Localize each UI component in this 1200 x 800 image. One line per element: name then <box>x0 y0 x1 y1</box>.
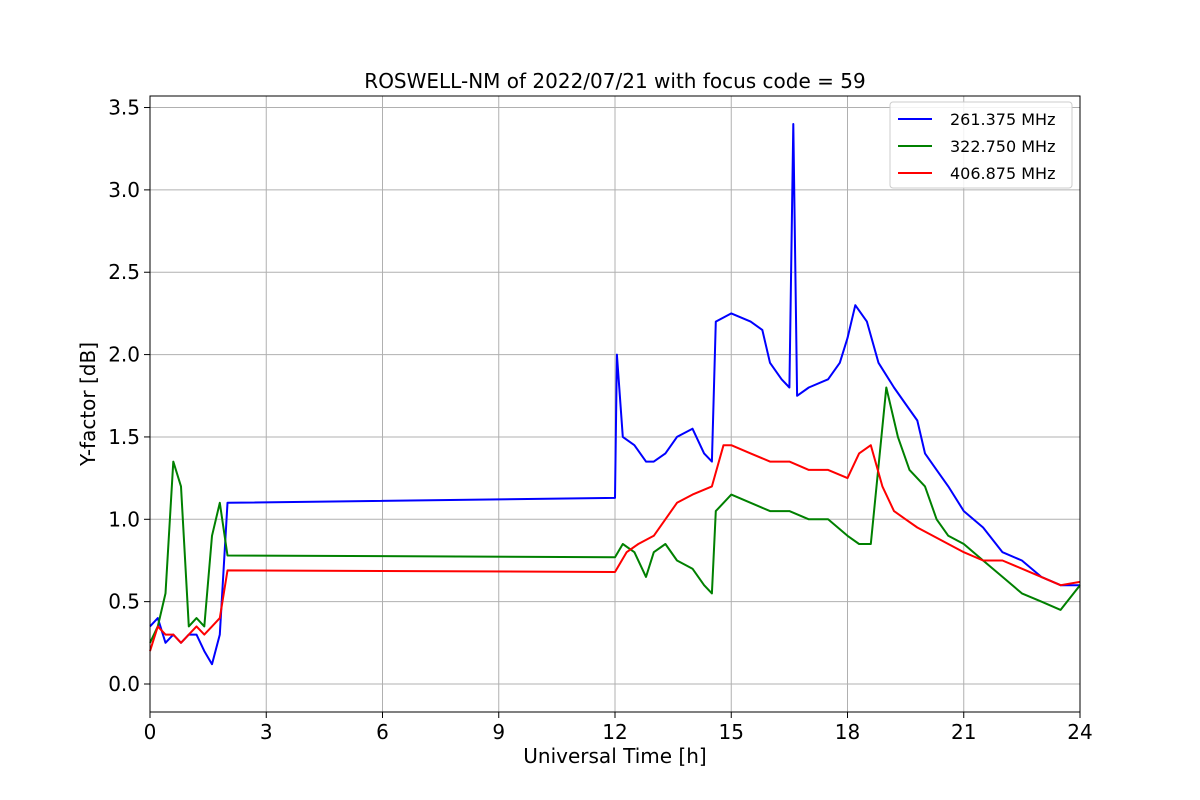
x-tick-label: 9 <box>492 720 505 744</box>
x-tick-label: 0 <box>144 720 157 744</box>
y-tick-label: 1.5 <box>108 425 140 449</box>
x-tick-label: 12 <box>602 720 627 744</box>
chart-title: ROSWELL-NM of 2022/07/21 with focus code… <box>364 69 865 93</box>
y-tick-label: 0.5 <box>108 590 140 614</box>
y-tick-label: 1.0 <box>108 507 140 531</box>
plot-lines <box>149 123 1081 666</box>
x-tick-label: 24 <box>1067 720 1092 744</box>
x-tick-label: 3 <box>260 720 273 744</box>
x-tick-label: 15 <box>719 720 744 744</box>
legend-label: 406.875 MHz <box>950 164 1055 183</box>
legend-label: 261.375 MHz <box>950 110 1055 129</box>
x-axis-label: Universal Time [h] <box>523 744 706 768</box>
y-tick-label: 2.5 <box>108 260 140 284</box>
series-line-3 <box>149 444 1081 652</box>
legend-label: 322.750 MHz <box>950 137 1055 156</box>
series-line-2 <box>149 386 1081 644</box>
y-axis-label: Y-factor [dB] <box>76 342 100 467</box>
legend-box <box>889 101 1073 189</box>
series-line-1 <box>149 123 1080 666</box>
x-tick-label: 21 <box>951 720 976 744</box>
x-tick-label: 18 <box>835 720 860 744</box>
x-tick-label: 6 <box>376 720 389 744</box>
axis-ticks: 0 3 6 9 12 15 18 21 24 0.0 0.5 1.0 1.5 2.0 2.5 3.0 3.5 <box>108 96 1093 744</box>
y-tick-label: 0.0 <box>108 672 140 696</box>
y-tick-label: 3.5 <box>108 96 140 120</box>
y-tick-label: 2.0 <box>108 343 140 367</box>
y-tick-label: 3.0 <box>108 178 140 202</box>
legend: 261.375 MHz 322.750 MHz 406.875 MHz <box>889 101 1073 189</box>
